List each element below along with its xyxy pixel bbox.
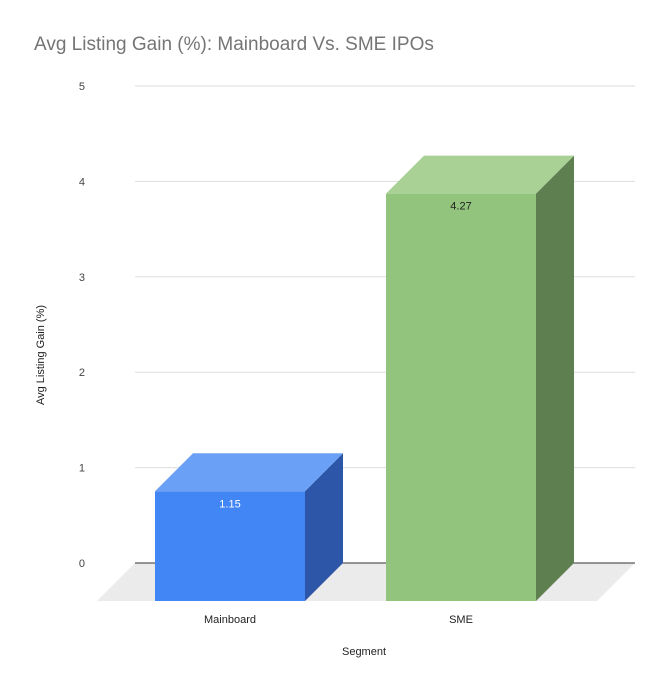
y-tick-label: 3 bbox=[79, 272, 85, 284]
x-tick-label: SME bbox=[449, 614, 473, 626]
bar-side-face bbox=[305, 453, 343, 601]
x-tick-label: Mainboard bbox=[204, 614, 256, 626]
x-axis-label: Segment bbox=[342, 646, 386, 658]
y-axis-ticks: 0 1 2 3 4 5 bbox=[79, 81, 85, 570]
y-tick-label: 4 bbox=[79, 176, 85, 188]
bar-front-face bbox=[155, 491, 305, 601]
bar-front-face bbox=[386, 193, 536, 601]
bar-top-face bbox=[386, 155, 574, 194]
bars: 1.15 4.27 bbox=[155, 155, 574, 601]
x-axis-categories: Mainboard SME bbox=[204, 614, 473, 626]
bar-mainboard: 1.15 bbox=[155, 453, 343, 601]
y-tick-label: 2 bbox=[79, 367, 85, 379]
bar-side-face bbox=[536, 155, 574, 601]
y-tick-label: 5 bbox=[79, 81, 85, 93]
y-axis-label: Avg Listing Gain (%) bbox=[35, 305, 47, 405]
data-label: 4.27 bbox=[450, 201, 471, 213]
bar-sme: 4.27 bbox=[386, 155, 574, 601]
data-label: 1.15 bbox=[219, 498, 240, 510]
bar-top-face bbox=[155, 453, 343, 492]
y-tick-label: 1 bbox=[79, 463, 85, 475]
chart-title: Avg Listing Gain (%): Mainboard Vs. SME … bbox=[34, 34, 434, 55]
y-tick-label: 0 bbox=[79, 558, 85, 570]
